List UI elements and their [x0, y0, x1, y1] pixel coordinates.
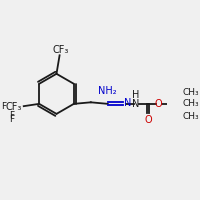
Text: CH₃: CH₃	[182, 88, 199, 97]
Text: CH₃: CH₃	[182, 99, 199, 108]
Text: O: O	[155, 99, 162, 109]
Text: NH₂: NH₂	[98, 86, 117, 96]
Text: CF₃: CF₃	[5, 102, 21, 112]
Text: F: F	[9, 111, 14, 120]
Text: CF₃: CF₃	[52, 45, 69, 55]
Text: O: O	[144, 115, 152, 125]
Text: H: H	[132, 90, 139, 100]
Text: F: F	[1, 102, 6, 111]
Text: N: N	[124, 98, 131, 108]
Text: N: N	[132, 99, 139, 109]
Text: F: F	[10, 115, 15, 124]
Text: CH₃: CH₃	[182, 112, 199, 121]
